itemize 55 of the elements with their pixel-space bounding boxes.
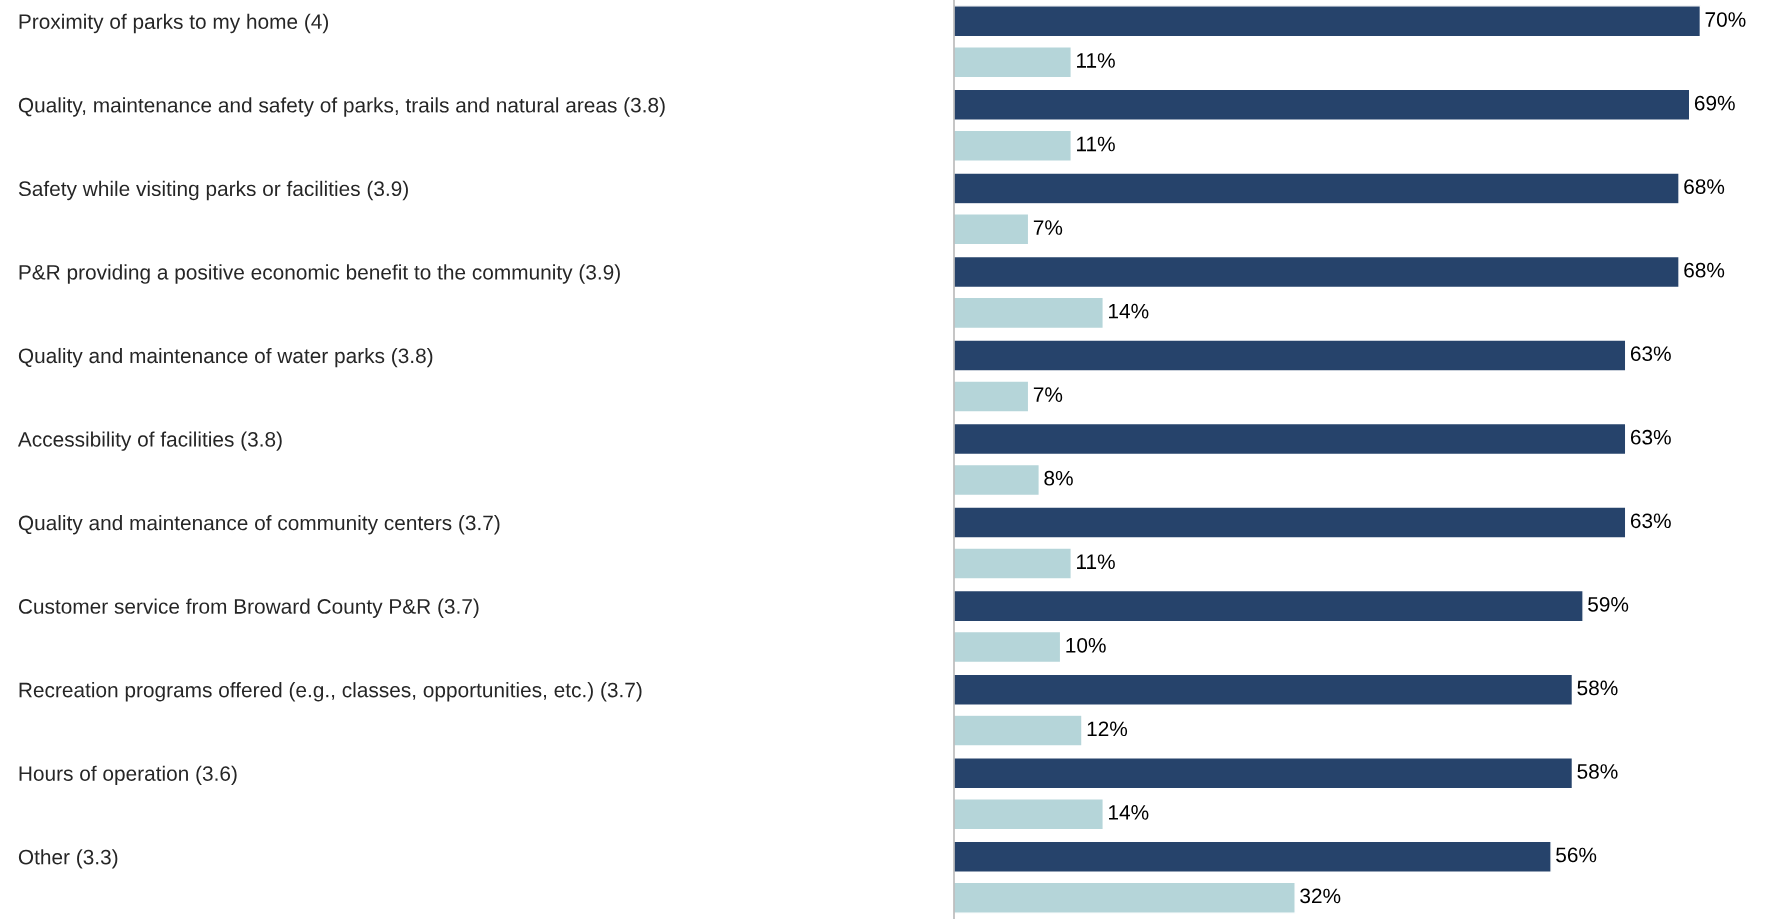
bar [954,881,1296,914]
y-tick-label: Customer service from Broward County P&R (3.7) [18,598,479,618]
bar [954,673,1574,706]
bar [954,797,1104,831]
bar [954,589,1584,623]
data-label: 7% [1033,220,1063,235]
data-label: 7% [1033,387,1063,402]
data-label: 32% [1300,888,1341,904]
y-tick-label: Accessibility of facilities (3.8) [17,431,282,451]
data-label: 58% [1577,764,1618,779]
y-tick-label: Safety while visiting parks or facilities (3.9) [18,180,408,201]
bar [954,339,1627,372]
data-label: 14% [1109,303,1149,319]
bar [954,5,1702,38]
bar [954,757,1574,790]
data-label: 69% [1694,95,1735,111]
bar [954,46,1072,79]
data-label: 59% [1588,596,1629,612]
data-label: 68% [1684,179,1725,194]
bar [954,129,1072,162]
bar [954,296,1104,330]
bar [954,422,1627,456]
data-label: 11% [1077,53,1115,68]
bar [954,840,1552,873]
bar [954,88,1691,122]
y-tick-label: Hours of operation (3.6) [19,765,237,786]
y-tick-label: P&R providing a positive economic benefit to the community (3.9) [19,264,620,284]
data-label: 11% [1077,554,1115,570]
data-label: 63% [1630,429,1671,445]
y-tick-label: Proximity of parks to my home (4) [19,13,329,34]
data-label: 10% [1066,637,1106,653]
bar [954,547,1072,580]
bar [954,213,1030,246]
data-label: 63% [1630,346,1671,362]
data-label: 56% [1556,847,1597,863]
data-label: 68% [1684,262,1725,278]
bar [954,463,1040,497]
bar [954,255,1680,289]
data-label: 70% [1705,12,1746,27]
y-tick-label: Recreation programs offered (e.g., classes, opportunities, etc.) (3.7) [19,682,642,702]
bar [954,172,1680,205]
y-tick-label: Quality and maintenance of community centers (3.7) [18,515,500,535]
y-tick-label: Quality, maintenance and safety of parks, trails and natural areas (3.8) [18,97,665,117]
data-label: 8% [1044,470,1073,486]
bar [954,630,1062,664]
y-tick-label: Quality and maintenance of water parks (3.8) [18,347,433,368]
data-label: 12% [1087,721,1128,737]
bar [954,506,1627,539]
data-label: 58% [1577,680,1618,696]
bar [954,714,1083,747]
data-label: 11% [1077,136,1115,152]
bar [954,380,1030,413]
data-label: 63% [1630,513,1671,529]
y-tick-label: Other (3.3) [18,849,118,869]
data-label: 14% [1109,805,1149,820]
